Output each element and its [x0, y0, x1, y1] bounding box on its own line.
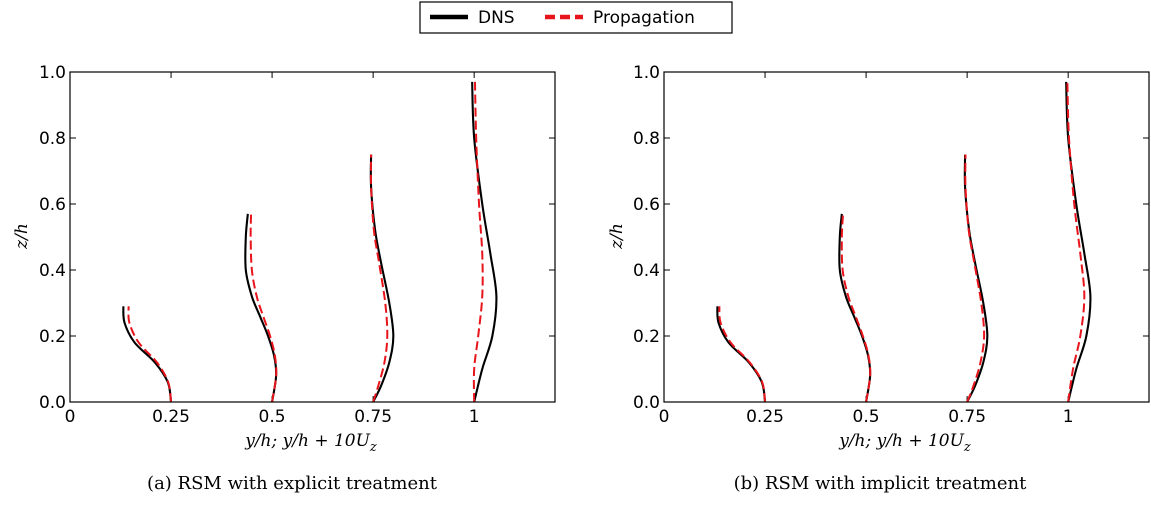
panel-a-xlabel-main: y/h; y/h + 10U	[244, 431, 370, 451]
panel-b-propagation-profile-3	[964, 154, 986, 403]
panel-a-propagation-profile-4	[472, 81, 484, 403]
panel-b-xlabel: y/h; y/h + 10Uz	[838, 431, 971, 455]
panel-a-dns-profile-4	[471, 81, 498, 403]
legend-label-propagation: Propagation	[593, 8, 695, 28]
panel-b-ticks: 0 0.25 0.5 0.75 1 0.0 0.2 0.4 0.6 0.8 1.0	[633, 63, 1149, 427]
panel-a-xlabel-sub: z	[369, 440, 377, 455]
panel-a-ytick-label: 0.6	[39, 195, 66, 215]
panel-b: 0 0.25 0.5 0.75 1 0.0 0.2 0.4 0.6 0.8 1.0 y/h; y/h…	[607, 63, 1150, 494]
panel-b-ytick-label: 1.0	[633, 63, 660, 83]
panel-a-xtick-label: 0.25	[152, 407, 190, 427]
panel-a-axes-frame	[69, 71, 556, 403]
panel-b-xtick-label: 0	[659, 407, 670, 427]
panel-b-ytick-label: 0.8	[633, 129, 660, 149]
panel-b-curves	[716, 81, 1092, 403]
panel-b-xlabel-main: y/h; y/h + 10U	[838, 431, 964, 451]
panel-a-ytick-label: 0.8	[39, 129, 66, 149]
panel-b-ytick-label: 0.2	[633, 327, 660, 347]
panel-a-curves	[122, 81, 498, 403]
panel-b-ytick-label: 0.6	[633, 195, 660, 215]
panel-a-xtick-label: 0	[65, 407, 76, 427]
panel-a-propagation-profile-2	[249, 213, 278, 403]
panel-a-ticks: 0 0.25 0.5 0.75 1 0.0 0.2 0.4 0.6 0.8 1.0	[39, 63, 555, 427]
legend-label-dns: DNS	[478, 8, 515, 28]
panel-a-xtick-label: 0.5	[259, 407, 286, 427]
legend: DNS Propagation	[419, 1, 733, 34]
panel-a-ytick-label: 0.0	[39, 393, 66, 413]
panel-b-ylabel: z/h	[607, 223, 627, 250]
panel-b-caption: (b) RSM with implicit treatment	[734, 473, 1027, 494]
panel-a-ytick-label: 1.0	[39, 63, 66, 83]
panel-a-xtick-label: 1	[469, 407, 480, 427]
panel-a-propagation-profile-1	[127, 306, 173, 403]
panel-a-dns-profile-1	[122, 306, 173, 403]
panel-a-xtick-label: 0.75	[354, 407, 392, 427]
panel-b-dns-profile-3	[963, 154, 989, 403]
panel-a-ytick-label: 0.4	[39, 261, 66, 281]
panel-b-xtick-label: 0.25	[746, 407, 784, 427]
panel-b-propagation-profile-4	[1066, 81, 1086, 403]
panel-b-dns-profile-2	[838, 213, 872, 403]
panel-b-propagation-profile-1	[718, 306, 767, 403]
panel-b-xlabel-sub: z	[963, 440, 971, 455]
panel-b-ytick-label: 0.0	[633, 393, 660, 413]
panel-a-caption: (a) RSM with explicit treatment	[147, 473, 438, 494]
panel-a: 0 0.25 0.5 0.75 1 0.0 0.2 0.4 0.6 0.8 1.0 y/h; y/h…	[12, 63, 556, 494]
panel-b-xtick-label: 1	[1063, 407, 1074, 427]
panel-a-xlabel: y/h; y/h + 10Uz	[244, 431, 377, 455]
panel-b-axes-frame	[663, 71, 1150, 403]
panel-a-ytick-label: 0.2	[39, 327, 66, 347]
panel-b-propagation-profile-2	[840, 213, 872, 403]
panel-b-xtick-label: 0.5	[853, 407, 880, 427]
panel-a-dns-profile-3	[369, 154, 395, 403]
panel-a-ylabel: z/h	[12, 223, 32, 250]
panel-b-xtick-label: 0.75	[948, 407, 986, 427]
panel-b-ytick-label: 0.4	[633, 261, 660, 281]
